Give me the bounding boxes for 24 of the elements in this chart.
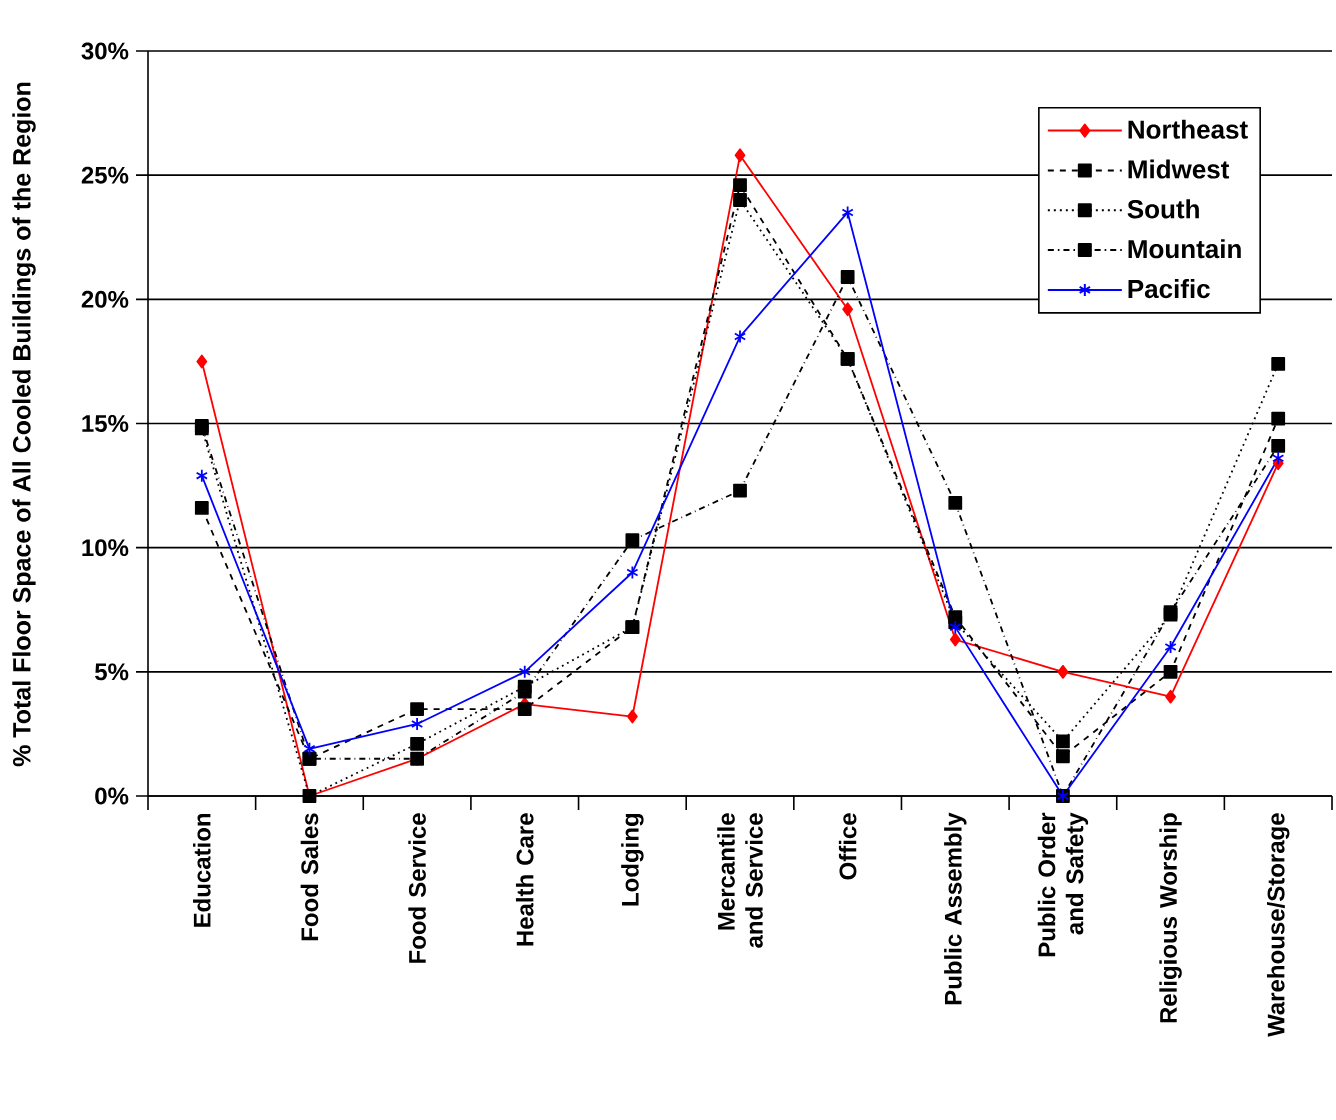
x-tick-label: Education — [193, 813, 211, 927]
x-tick-label: Health Care — [515, 813, 534, 946]
legend-label: Mountain — [1128, 239, 1241, 259]
x-tick-label: Mercantile and Service — [717, 813, 763, 948]
x-tick-label: Warehouse/Storage — [1266, 813, 1290, 1037]
x-tick-label: Public Order and Safety — [1037, 812, 1089, 957]
legend-label: South — [1127, 199, 1199, 219]
x-tick-label: Public Assembly — [944, 812, 967, 1005]
x-tick-label: Religious Worship — [1159, 813, 1182, 1023]
x-tick-label: Food Sales — [300, 813, 319, 941]
legend-label: Midwest — [1128, 159, 1230, 179]
y-axis-title: % Total Floor Space of All Cooled Buildings of the Region — [12, 82, 36, 767]
x-tick-label: Food Service — [408, 813, 426, 963]
x-tick-label: Office — [838, 813, 857, 880]
y-tick-label: 0% — [95, 787, 129, 805]
y-tick-label: 15% — [82, 415, 129, 432]
y-tick-label: 30% — [81, 42, 129, 60]
y-tick-label: 20% — [81, 290, 129, 308]
legend-label: Pacific — [1128, 279, 1210, 299]
y-tick-label: 10% — [82, 539, 129, 557]
y-tick-label: 5% — [95, 663, 129, 681]
y-tick-label: 25% — [81, 166, 129, 184]
x-tick-label: Lodging — [621, 814, 644, 906]
legend-label: Northeast — [1128, 119, 1248, 139]
